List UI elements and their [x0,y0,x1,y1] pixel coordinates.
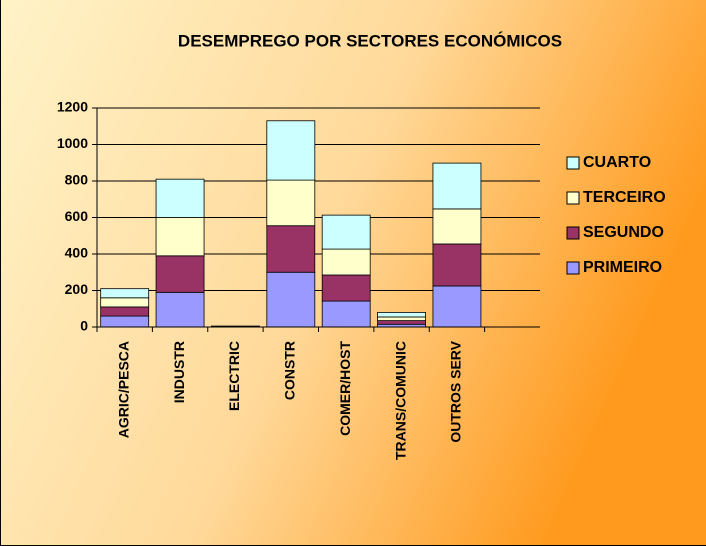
legend-swatch [566,191,580,205]
bar-segment [432,162,482,210]
legend-label: CUARTO [583,154,651,171]
x-tick-label: OUTROS SERV [448,340,464,442]
bar-segment [266,120,316,181]
y-tick-label: 600 [65,208,89,224]
bar-segment [100,306,150,317]
legend-label: TERCEIRO [583,189,666,206]
bar-segment [100,315,150,328]
bar-segment [432,208,482,245]
bar-segment [321,214,371,250]
legend-swatch [566,156,580,170]
y-tick-label: 200 [65,281,89,297]
bar-segment [155,217,205,257]
y-tick-label: 400 [65,245,89,261]
bar-segment [266,225,316,273]
bar-segment [266,179,316,227]
legend-label: PRIMEIRO [583,259,662,276]
bar-segment [155,255,205,293]
bar-segment [100,297,150,308]
bar-segment [377,320,426,325]
bar-segment [432,243,482,287]
x-tick-label: AGRIC/PESCA [115,341,131,438]
x-tick-label: COMER/HOST [337,341,353,436]
bar-segment [100,288,150,299]
legend-swatch [566,261,580,275]
bar-segment [155,178,205,218]
x-tick-label: INDUSTR [171,341,187,403]
legend-swatch [566,226,580,240]
bar-segment [321,274,371,302]
bar-segment [377,316,426,322]
bar-segment [377,311,426,318]
x-tick-label: CONSTR [282,341,298,400]
x-tick-label: ELECTRIC [226,341,242,411]
y-tick-label: 0 [80,318,88,334]
legend-label: SEGUNDO [583,224,664,241]
bar-segment [155,291,205,328]
y-tick-label: 1200 [57,99,88,115]
y-tick-label: 1000 [57,135,88,151]
bar-segment [266,271,316,328]
y-tick-label: 800 [65,172,89,188]
bar-segment [321,248,371,276]
bar-segment [432,285,482,328]
x-tick-label: TRANS/COMUNIC [392,341,408,460]
chart-title: DESEMPREGO POR SECTORES ECONÓMICOS [178,31,562,50]
bar-segment [321,300,371,328]
